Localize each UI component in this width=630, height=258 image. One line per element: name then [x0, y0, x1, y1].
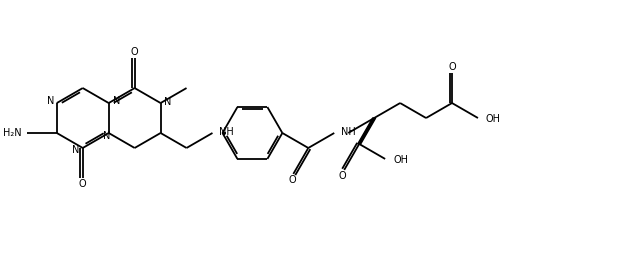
Text: O: O: [131, 47, 139, 57]
Text: O: O: [448, 62, 456, 72]
Text: O: O: [338, 171, 346, 181]
Text: O: O: [289, 175, 296, 185]
Text: OH: OH: [486, 114, 501, 124]
Text: N: N: [47, 96, 55, 106]
Text: OH: OH: [393, 155, 408, 165]
Text: N: N: [164, 97, 171, 107]
Text: NH: NH: [219, 127, 234, 137]
Text: O: O: [79, 179, 86, 189]
Text: N: N: [103, 131, 110, 141]
Text: N: N: [72, 145, 80, 155]
Text: N: N: [113, 96, 120, 106]
Polygon shape: [358, 118, 375, 144]
Text: NH: NH: [341, 127, 356, 137]
Text: H₂N: H₂N: [3, 128, 22, 138]
